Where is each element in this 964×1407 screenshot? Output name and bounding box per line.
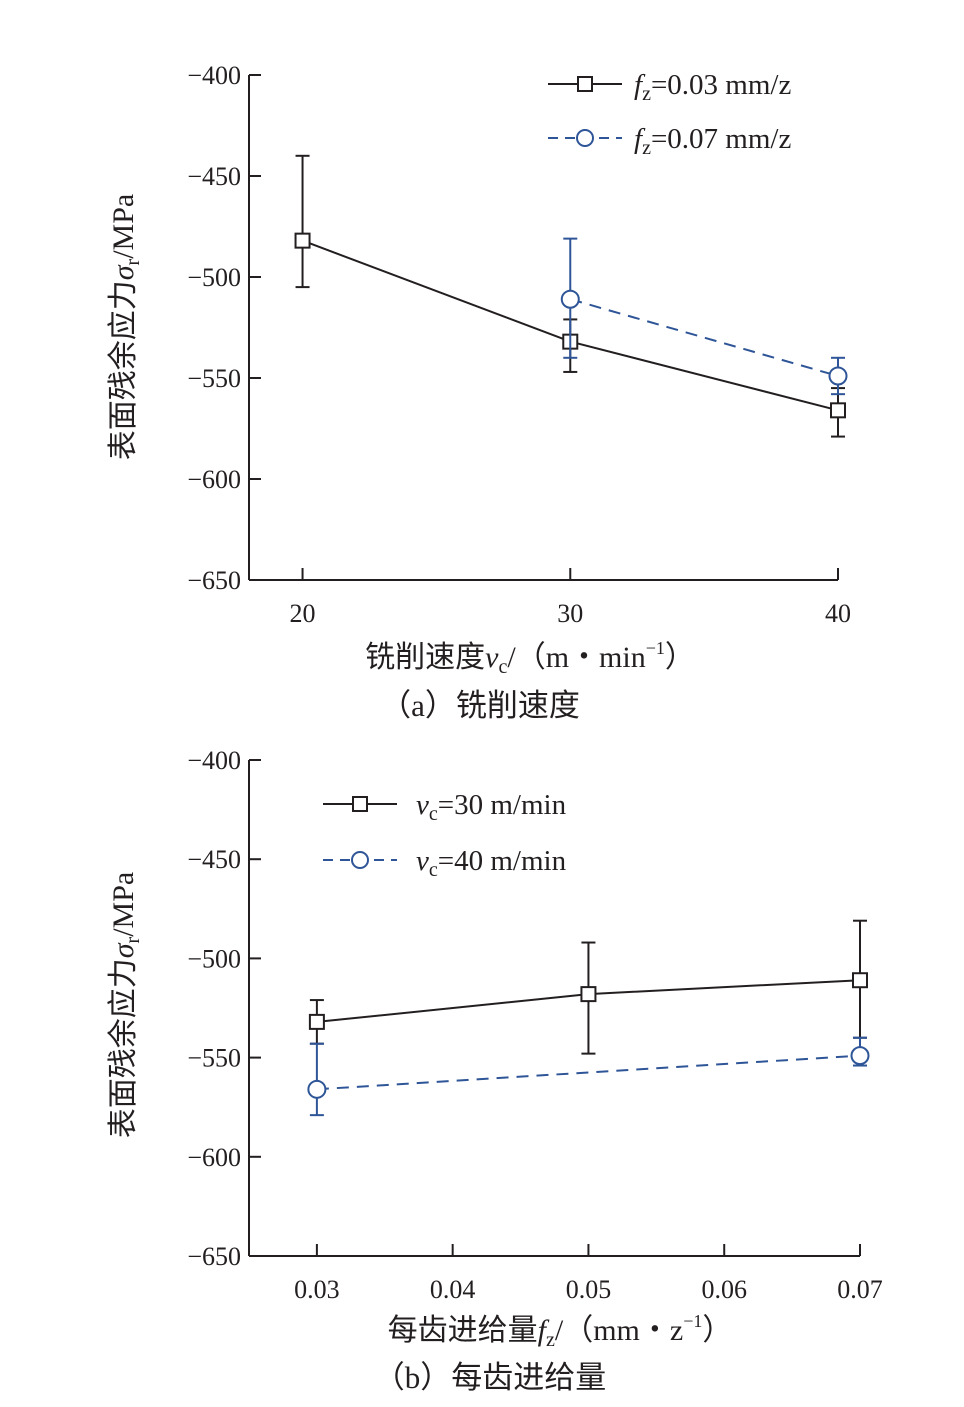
chart-a-legend: fz=0.03 mm/z fz=0.07 mm/z <box>548 69 791 159</box>
chart-b-series-1-point-square <box>852 972 868 989</box>
chart-b-series-1-point-square <box>308 1013 325 1030</box>
chart-b-series-2-line <box>316 1054 861 1091</box>
chart-b-y-axis-label: 表面残余应力σr/MPa <box>107 872 144 1138</box>
chart-a-legend-square-marker <box>577 76 593 92</box>
chart-b-series-layer <box>307 919 870 1117</box>
chart-b-legend-circle-marker <box>351 851 369 869</box>
chart-b-y-tick-label: −500 <box>187 944 241 973</box>
chart-a-series-2-point-circle <box>560 289 580 309</box>
chart-a-legend-item-fz-0.03: fz=0.03 mm/z <box>548 69 791 105</box>
chart-a-legend-label-fz-0.07: fz=0.07 mm/z <box>634 123 791 159</box>
chart-a-series-1-point-square <box>830 402 846 419</box>
chart-b-y-tick-label: −450 <box>187 845 241 874</box>
chart-b-y-tick-label: −400 <box>187 746 241 775</box>
chart-a-series-2-point-circle <box>828 366 848 386</box>
chart-b-legend-label-vc-30: vc=30 m/min <box>416 789 567 825</box>
chart-a-y-tick-label: −600 <box>187 465 241 494</box>
chart-a-y-tick-label: −450 <box>187 162 241 191</box>
chart-a-legend-circle-marker <box>576 129 594 147</box>
chart-a-legend-label-fz-0.03: fz=0.03 mm/z <box>634 69 791 105</box>
chart-b-series-1-point-square <box>580 986 597 1003</box>
chart-b-series-1-group <box>308 919 868 1055</box>
chart-b-caption: （b）每齿进给量 <box>374 1360 607 1395</box>
chart-a-y-tick-label: −650 <box>187 566 241 595</box>
chart-a-series-2-line <box>570 298 839 377</box>
chart-b-legend-square-marker <box>352 796 368 812</box>
chart-a-y-tick-label: −400 <box>187 61 241 90</box>
chart-a-legend-item-fz-0.07: fz=0.07 mm/z <box>548 123 791 159</box>
chart-b-series-2-group <box>307 1036 870 1117</box>
chart-b-x-axis-label: 每齿进给量fz/（mm・z−1） <box>388 1311 733 1351</box>
chart-b-legend-item-vc-30: vc=30 m/min <box>323 789 567 825</box>
chart-a-y-tick-label: −500 <box>187 263 241 292</box>
chart-a-y-tick-label: −550 <box>187 364 241 393</box>
chart-b-x-tick-label: 0.03 <box>294 1275 340 1304</box>
chart-b-y-tick-label: −650 <box>187 1242 241 1271</box>
chart-b-series-2-point-circle <box>307 1079 327 1099</box>
chart-a-series-layer <box>294 154 848 438</box>
chart-a-ticks: −400 −450 −500 −550 −600 −650 20 30 40 <box>187 61 851 628</box>
chart-b-legend-item-vc-40: vc=40 m/min <box>323 845 567 881</box>
chart-b-x-tick-label: 0.05 <box>566 1275 612 1304</box>
chart-b-x-tick-label: 0.07 <box>837 1275 883 1304</box>
chart-b-axes <box>248 760 860 1257</box>
chart-a-y-axis-label: 表面残余应力σr/MPa <box>107 194 144 460</box>
chart-b-series-2-point-circle <box>850 1046 870 1066</box>
chart-b-ticks: −400 −450 −500 −550 −600 −650 0.03 0.04 0.05 0.06… <box>187 746 882 1304</box>
chart-b-x-tick-label: 0.06 <box>701 1275 747 1304</box>
chart-b-residual-stress-vs-feed-per-tooth: −400 −450 −500 −550 −600 −650 0.03 0.04 0.05 0.06… <box>107 746 883 1395</box>
chart-a-series-1-point-square <box>294 232 311 249</box>
chart-b-y-tick-label: −550 <box>187 1044 241 1073</box>
chart-b-y-tick-label: −600 <box>187 1143 241 1172</box>
chart-a-series-2-group <box>560 237 848 396</box>
chart-b-x-tick-label: 0.04 <box>430 1275 476 1304</box>
chart-a-x-tick-label: 40 <box>825 599 851 628</box>
chart-a-x-tick-label: 20 <box>290 599 316 628</box>
chart-b-legend: vc=30 m/min vc=40 m/min <box>323 789 567 881</box>
chart-a-x-axis-label: 铣削速度vc/（m・min−1） <box>365 638 695 678</box>
chart-b-legend-label-vc-40: vc=40 m/min <box>416 845 567 881</box>
chart-a-x-tick-label: 30 <box>557 599 583 628</box>
chart-a-caption: （a）铣削速度 <box>380 688 580 723</box>
chart-a-axes <box>248 75 838 581</box>
chart-a-residual-stress-vs-cutting-speed: −400 −450 −500 −550 −600 −650 20 30 40 表面残余应力σr/… <box>107 61 851 723</box>
